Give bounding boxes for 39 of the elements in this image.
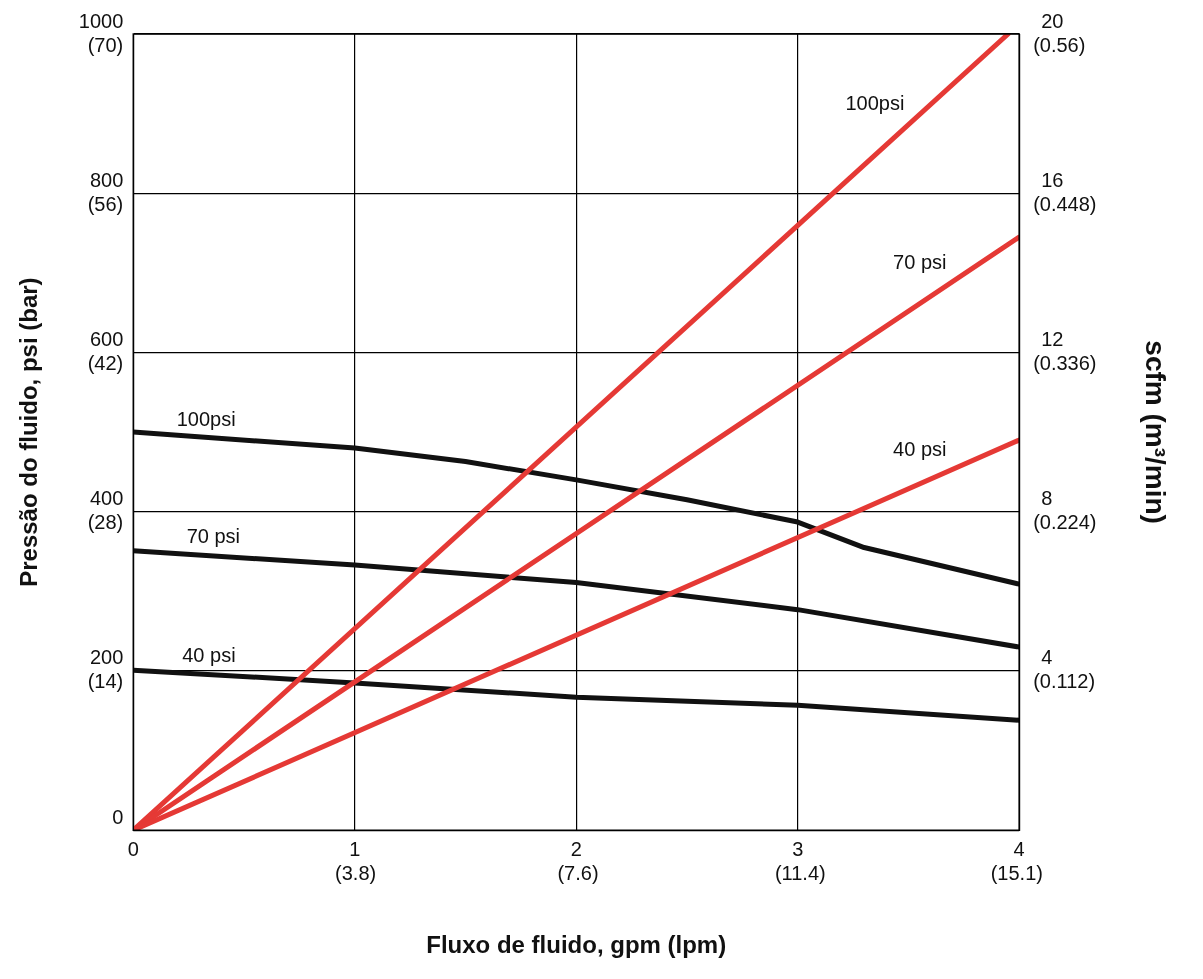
y3-tick-label: (70) — [87, 33, 124, 56]
y2-axis-title: scfm (m³/min) — [1140, 340, 1172, 524]
y2-tick-label: 8 — [1041, 487, 1053, 510]
x2-tick-label: (11.4) — [774, 861, 826, 884]
text: (0.448) — [1033, 192, 1097, 215]
y-tick-label: 1000 — [78, 9, 124, 32]
x2-tick-label: (3.8) — [335, 861, 377, 884]
text: (0.224) — [1033, 511, 1097, 534]
y3-tick-label: (28) — [87, 511, 124, 534]
y-tick-label: 200 — [89, 646, 124, 669]
annotation: 100psi — [176, 407, 236, 430]
annotation: 70 psi — [893, 250, 947, 273]
y3-tick-label: (14) — [87, 670, 124, 693]
annotation: 70 psi — [186, 525, 241, 548]
y2-tick-label: 16 — [1041, 168, 1064, 191]
y2-tick-label: 12 — [1041, 328, 1064, 350]
text: (0.56) — [1033, 33, 1086, 56]
x2-tick-label: (7.6) — [557, 861, 599, 884]
x-tick-label: 4 — [1013, 837, 1025, 860]
y2-tick-label: 4 — [1041, 646, 1053, 669]
y-tick-label: 600 — [89, 328, 124, 350]
y-tick-label: 0 — [112, 805, 124, 828]
y3-tick-label: (56) — [87, 192, 124, 215]
annotation: 100psi — [845, 92, 905, 115]
y-tick-label: 800 — [89, 168, 124, 191]
x2-tick-label: (15.1) — [990, 861, 1043, 884]
x-tick-label: 3 — [792, 837, 804, 860]
annotation: 40 psi — [893, 437, 947, 460]
x-tick-label: 0 — [127, 837, 139, 860]
y3-tick-label: (42) — [87, 352, 124, 374]
y2-tick-label: 20 — [1041, 9, 1064, 32]
annotation: 40 psi — [182, 644, 236, 667]
y-axis-title: Pressão do fluido, psi (bar) — [15, 277, 43, 587]
y-tick-label: 400 — [89, 487, 124, 510]
x-tick-label: 2 — [570, 837, 582, 860]
x-axis-title: Fluxo de fluido, gpm (lpm) — [426, 931, 727, 959]
text: (0.336) — [1033, 352, 1097, 374]
text: (0.112) — [1033, 670, 1096, 693]
x-tick-label: 1 — [349, 837, 361, 860]
